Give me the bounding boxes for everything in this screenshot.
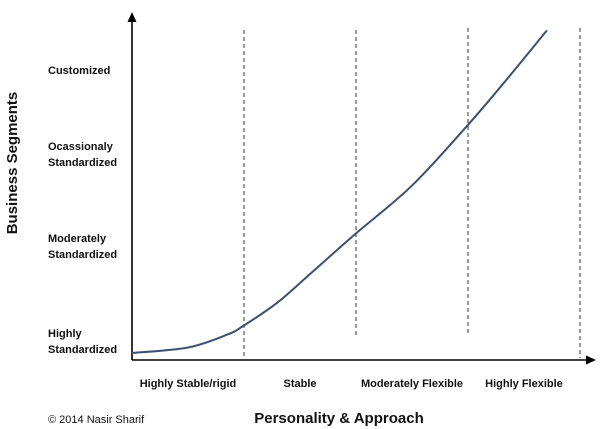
axes [127,12,596,365]
x-tick-label: Stable [283,378,316,390]
y-axis-arrow [127,12,137,22]
y-tick-label: Standardized [48,249,117,261]
x-axis-label: Personality & Approach [254,410,423,427]
y-tick-label: Customized [48,65,110,77]
y-tick-label: Standardized [48,344,117,356]
x-tick-labels: Highly Stable/rigid Stable Moderately Flex… [140,378,563,390]
series-layer [131,30,548,354]
grid-lines [243,28,581,358]
y-tick-labels: Highly Standardized Moderately Standardized… [48,65,117,356]
y-tick-label: Moderately [48,233,107,245]
y-tick-label: Ocassionaly [48,141,114,153]
x-tick-label: Highly Stable/rigid [140,378,237,390]
x-tick-label: Moderately Flexible [361,378,463,390]
y-tick-label: Highly [48,328,82,340]
copyright-text: © 2014 Nasir Sharif [48,414,145,426]
series-line-1 [131,30,548,354]
y-tick-label: Standardized [48,157,117,169]
y-axis-label: Business Segments [4,92,21,235]
x-tick-label: Highly Flexible [485,378,563,390]
x-axis-arrow [586,355,596,365]
